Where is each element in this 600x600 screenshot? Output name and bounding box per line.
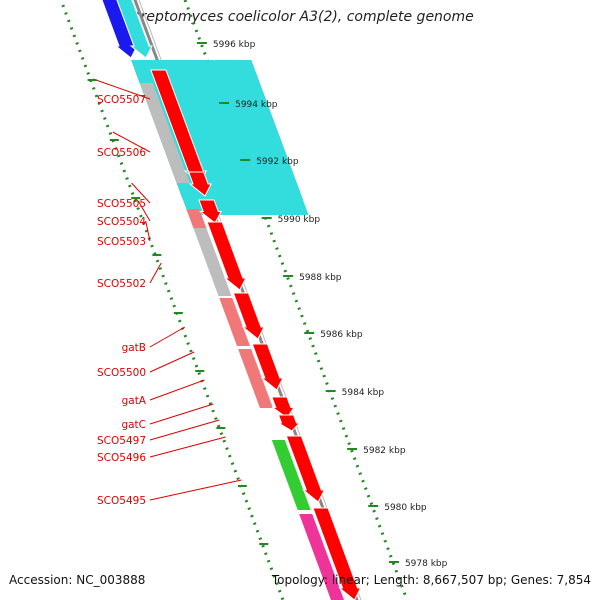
gene-arrow-5 bbox=[206, 221, 247, 291]
kbp-label-2: 5992 kbp bbox=[256, 157, 299, 167]
gene-leader-line-7 bbox=[149, 351, 195, 373]
gene-label-11: SCO5496 bbox=[97, 452, 146, 464]
ortholog-bar-6 bbox=[238, 349, 273, 408]
gene-arrow-10 bbox=[285, 435, 326, 503]
gene-arrow-1 bbox=[116, 0, 153, 59]
kbp-label-1: 5994 kbp bbox=[235, 100, 278, 110]
gene-label-7: SCO5500 bbox=[97, 367, 146, 379]
kbp-label-3: 5990 kbp bbox=[278, 215, 321, 225]
gene-label-10: SCO5497 bbox=[97, 435, 146, 447]
gene-label-12: SCO5495 bbox=[97, 495, 146, 507]
topology-label: Topology: linear; Length: 8,667,507 bp; … bbox=[271, 573, 591, 587]
gene-leader-line-11 bbox=[149, 436, 226, 458]
kbp-label-5: 5986 kbp bbox=[320, 330, 363, 340]
gene-arrow-11 bbox=[312, 507, 362, 600]
gene-label-2: SCO5505 bbox=[97, 198, 146, 210]
gene-leader-line-8 bbox=[149, 379, 205, 401]
kbp-label-4: 5988 kbp bbox=[299, 273, 342, 283]
gene-label-4: SCO5503 bbox=[97, 236, 146, 248]
gene-leader-line-4 bbox=[145, 220, 151, 242]
ortholog-bar-5 bbox=[219, 298, 251, 346]
gene-label-0: SCO5507 bbox=[97, 94, 146, 106]
ortholog-bar-4 bbox=[193, 228, 232, 296]
kbp-label-6: 5984 kbp bbox=[342, 388, 385, 398]
ortholog-bar-3 bbox=[186, 209, 207, 228]
gene-arrow-4 bbox=[198, 199, 223, 224]
gene-leader-line-1 bbox=[112, 131, 151, 153]
gene-label-9: gatC bbox=[121, 419, 146, 431]
ortholog-bar-7 bbox=[271, 440, 311, 510]
kbp-label-0: 5996 kbp bbox=[213, 40, 256, 50]
gene-label-3: SCO5504 bbox=[97, 216, 146, 228]
gene-leader-line-6 bbox=[149, 326, 186, 348]
gene-arrow-8 bbox=[271, 396, 295, 419]
gene-leader-line-12 bbox=[149, 479, 242, 501]
kbp-label-9: 5978 kbp bbox=[405, 559, 448, 569]
gene-arrow-9 bbox=[276, 414, 301, 432]
gene-label-1: SCO5506 bbox=[97, 147, 146, 159]
ortholog-bar-2 bbox=[139, 83, 190, 183]
ortholog-bar-8 bbox=[299, 514, 344, 600]
gene-label-5: SCO5502 bbox=[97, 278, 146, 290]
kbp-label-8: 5980 kbp bbox=[384, 503, 427, 513]
kbp-label-7: 5982 kbp bbox=[363, 446, 406, 456]
gene-leader-line-9 bbox=[149, 403, 214, 425]
accession-label: Accession: NC_003888 bbox=[9, 573, 146, 587]
gene-arrow-6 bbox=[232, 292, 265, 340]
gene-leader-line-5 bbox=[149, 262, 162, 284]
gene-arrow-0 bbox=[101, 0, 138, 59]
gene-leader-line-10 bbox=[149, 419, 220, 441]
map-title: Streptomyces coelicolor A3(2), complete … bbox=[126, 9, 474, 25]
gene-leader-line-0 bbox=[92, 78, 151, 100]
gene-leader-line-2 bbox=[131, 182, 151, 204]
gene-arrow-7 bbox=[251, 343, 284, 391]
gene-label-8: gatA bbox=[122, 395, 147, 407]
gene-arrow-3 bbox=[187, 171, 212, 197]
gene-leader-line-3 bbox=[137, 200, 151, 222]
gene-label-6: gatB bbox=[122, 342, 146, 354]
